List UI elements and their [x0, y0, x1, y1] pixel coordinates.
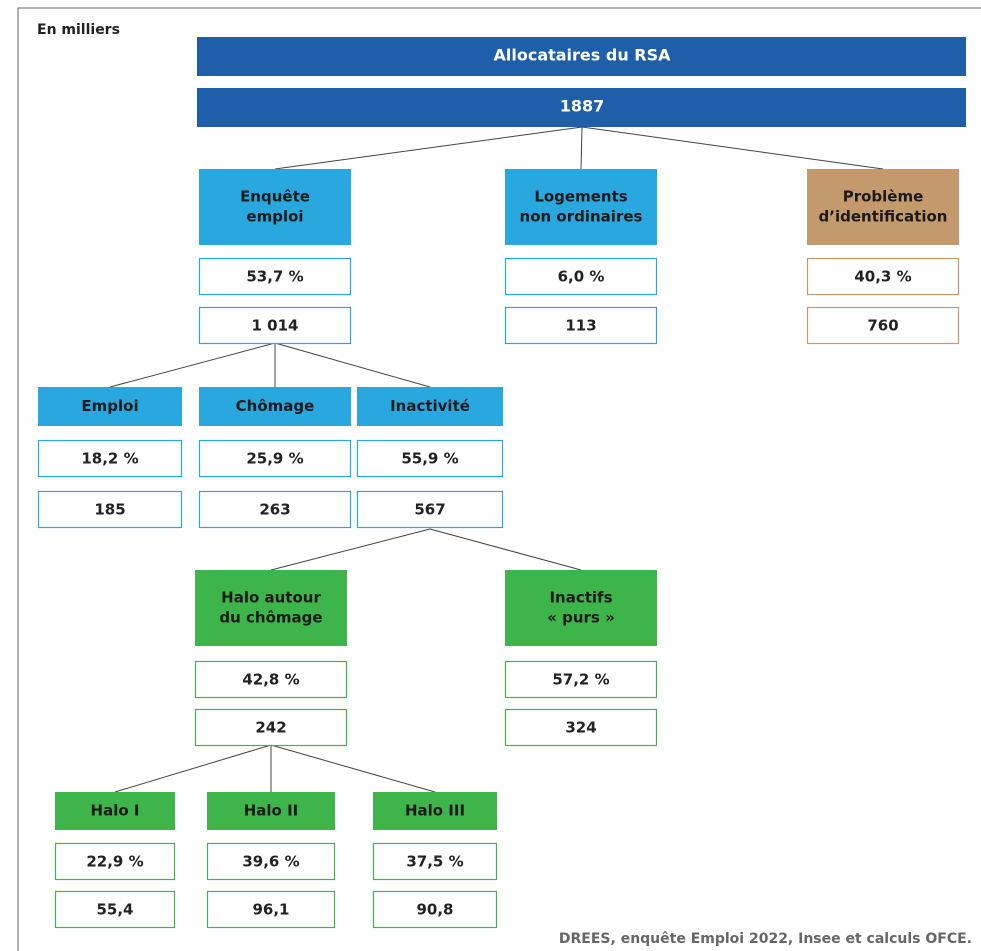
connector: [114, 744, 272, 793]
node-label: non ordinaires: [520, 208, 643, 226]
title-box: [197, 37, 966, 76]
percent-box: [198, 257, 352, 296]
percent-value: 57,2 %: [552, 671, 609, 689]
percent-value: 25,9 %: [246, 450, 303, 468]
count-value: 96,1: [252, 901, 289, 919]
count-box: [206, 890, 336, 929]
percent-box: [372, 842, 498, 881]
count-value: 90,8: [416, 901, 453, 919]
percent-box: [54, 842, 176, 881]
percent-value: 53,7 %: [246, 268, 303, 286]
count-value: 55,4: [96, 901, 133, 919]
percent-value: 18,2 %: [81, 450, 138, 468]
node-label: Halo II: [244, 802, 299, 820]
percent-box: [806, 257, 960, 296]
frame: [17, 7, 981, 951]
percent-value: 39,6 %: [242, 853, 299, 871]
total: 1887: [560, 97, 605, 116]
count-box: [504, 306, 658, 345]
node-label: Problème: [843, 188, 924, 206]
connector: [270, 528, 431, 571]
count-value: 324: [565, 719, 596, 737]
count-box: [194, 708, 348, 747]
count-value: 1 014: [252, 317, 299, 335]
node-label: Chômage: [236, 397, 315, 415]
percent-value: 6,0 %: [558, 268, 605, 286]
node-box: [38, 387, 182, 426]
node-box: [357, 387, 503, 426]
node-label: Halo autour: [221, 589, 321, 607]
count-value: 185: [94, 501, 125, 519]
count-value: 263: [259, 501, 290, 519]
node-label: Inactivité: [390, 397, 470, 415]
percent-value: 22,9 %: [86, 853, 143, 871]
node-label: emploi: [246, 208, 303, 226]
node-box: [505, 570, 657, 646]
node-label: Enquête: [240, 188, 310, 206]
count-box: [372, 890, 498, 929]
count-value: 113: [565, 317, 596, 335]
connector: [580, 126, 583, 170]
source: DREES, enquête Emploi 2022, Insee et cal…: [559, 931, 972, 947]
count-box: [504, 708, 658, 747]
node-box: [199, 169, 351, 245]
connector: [429, 528, 582, 571]
unit-label: En milliers: [37, 22, 120, 38]
count-value: 760: [867, 317, 898, 335]
percent-box: [356, 439, 504, 478]
connector: [274, 342, 431, 388]
node-label: « purs »: [547, 609, 615, 627]
percent-value: 40,3 %: [854, 268, 911, 286]
total-box: [197, 88, 966, 127]
node-label: Inactifs: [549, 589, 612, 607]
count-value: 242: [255, 719, 286, 737]
node-label: d’identification: [819, 208, 948, 226]
node-label: du chômage: [219, 609, 322, 627]
node-box: [207, 792, 335, 830]
percent-box: [194, 660, 348, 699]
node-box: [199, 387, 351, 426]
title: Allocataires du RSA: [493, 46, 671, 65]
connector: [581, 126, 884, 170]
count-box: [806, 306, 960, 345]
percent-box: [206, 842, 336, 881]
percent-box: [504, 257, 658, 296]
connector: [270, 744, 436, 793]
node-box: [55, 792, 175, 830]
connector: [109, 342, 276, 388]
count-box: [356, 490, 504, 529]
count-box: [198, 306, 352, 345]
node-label: Halo III: [405, 802, 465, 820]
percent-value: 42,8 %: [242, 671, 299, 689]
node-label: Emploi: [81, 397, 138, 415]
percent-value: 55,9 %: [401, 450, 458, 468]
percent-box: [198, 439, 352, 478]
count-box: [198, 490, 352, 529]
percent-box: [504, 660, 658, 699]
percent-box: [37, 439, 183, 478]
count-value: 567: [414, 501, 445, 519]
node-box: [373, 792, 497, 830]
node-box: [505, 169, 657, 245]
connector: [274, 126, 583, 170]
count-box: [37, 490, 183, 529]
node-label: Halo I: [91, 802, 140, 820]
node-box: [807, 169, 959, 245]
percent-value: 37,5 %: [406, 853, 463, 871]
node-box: [195, 570, 347, 646]
count-box: [54, 890, 176, 929]
node-label: Logements: [534, 188, 627, 206]
